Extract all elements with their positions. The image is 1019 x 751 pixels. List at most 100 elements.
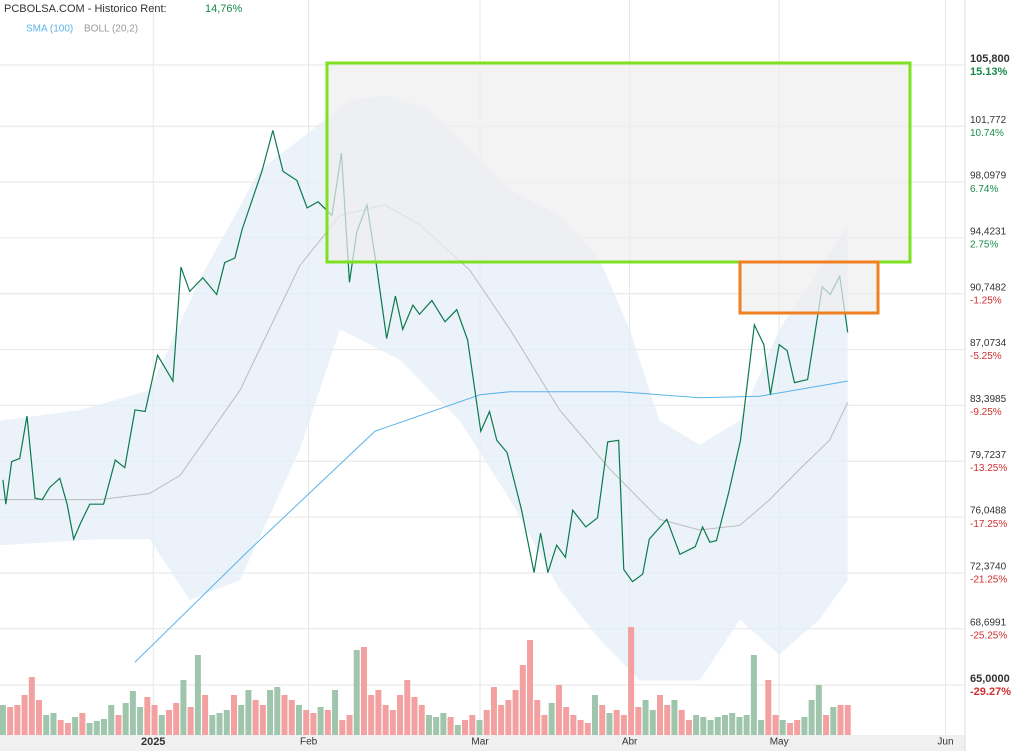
- volume-bar: [620, 715, 627, 735]
- volume-bar: [158, 715, 165, 735]
- volume-bar: [216, 713, 223, 735]
- volume-bar: [570, 715, 577, 735]
- volume-bar: [505, 700, 512, 735]
- volume-bar: [483, 710, 490, 735]
- volume-bar: [332, 690, 339, 735]
- volume-bar: [50, 713, 57, 735]
- y-tick-label: 76,0488: [970, 506, 1007, 517]
- volume-bar: [577, 720, 584, 735]
- volume-bar: [837, 705, 844, 735]
- volume-bar: [736, 717, 743, 735]
- volume-bar: [743, 715, 750, 735]
- volume-bar: [635, 707, 642, 735]
- y2-tick-label: -5.25%: [970, 351, 1002, 362]
- volume-bar: [43, 715, 50, 735]
- y-tick-label: 101,772: [970, 115, 1007, 126]
- volume-bar: [79, 713, 86, 735]
- volume-bar: [844, 705, 851, 735]
- volume-bar: [527, 640, 534, 735]
- volume-bar: [714, 717, 721, 735]
- volume-bar: [180, 680, 187, 735]
- volume-bar: [14, 705, 21, 735]
- bollinger-band: [0, 95, 848, 681]
- volume-bar: [592, 695, 599, 735]
- volume-bar: [599, 705, 606, 735]
- y2-tick-label: -29.27%: [970, 686, 1011, 698]
- volume-bar: [129, 691, 136, 735]
- y2-tick-label: 10.74%: [970, 128, 1004, 139]
- volume-bar: [794, 720, 801, 735]
- volume-bar: [685, 720, 692, 735]
- volume-bar: [339, 720, 346, 735]
- volume-bar: [512, 690, 519, 735]
- volume-bar: [462, 720, 469, 735]
- y-tick-label: 105,800: [970, 53, 1010, 65]
- x-tick-label: Abr: [622, 737, 638, 748]
- y2-tick-label: -1.25%: [970, 295, 1002, 306]
- y-tick-label: 98,0979: [970, 171, 1007, 182]
- volume-bar: [360, 647, 367, 735]
- y-tick-label: 83,3985: [970, 394, 1007, 405]
- volume-bar: [779, 720, 786, 735]
- y2-tick-label: 2.75%: [970, 240, 998, 251]
- y-tick-label: 87,0734: [970, 338, 1007, 349]
- volume-bar: [548, 703, 555, 735]
- volume-bar: [317, 707, 324, 735]
- volume-bar: [440, 713, 447, 735]
- y-tick-label: 79,7237: [970, 450, 1007, 461]
- lines: [0, 130, 849, 663]
- volume-bar: [238, 705, 245, 735]
- volume-bar: [346, 715, 353, 735]
- header-title: PCBOLSA.COM - Historico Rent:: [4, 3, 167, 15]
- volume-bar: [671, 700, 678, 735]
- volume-bar: [57, 720, 64, 735]
- volume-bar: [137, 707, 144, 735]
- volume-bar: [274, 687, 281, 735]
- volume-bar: [765, 680, 772, 735]
- volume-bar: [281, 695, 288, 735]
- volume-bar: [144, 697, 151, 735]
- volume: [0, 627, 851, 735]
- y2-tick-label: -21.25%: [970, 575, 1007, 586]
- volume-bar: [454, 725, 461, 735]
- bollinger-mid: [0, 204, 849, 531]
- x-tick-label: Mar: [471, 737, 489, 748]
- drawn-rectangle[interactable]: [325, 61, 912, 264]
- volume-bar: [830, 707, 837, 735]
- volume-bar: [606, 713, 613, 735]
- volume-bar: [397, 695, 404, 735]
- volume-bar: [310, 713, 317, 735]
- volume-bar: [656, 695, 663, 735]
- volume-bar: [389, 710, 396, 735]
- bollinger: [0, 95, 848, 681]
- drawn-rectangle[interactable]: [738, 260, 880, 315]
- y2-tick-label: -9.25%: [970, 407, 1002, 418]
- volume-bar: [375, 690, 382, 735]
- volume-bar: [151, 705, 158, 735]
- volume-bar: [115, 715, 122, 735]
- y2-tick-label: -17.25%: [970, 519, 1007, 530]
- y2-tick-label: 15.13%: [970, 66, 1008, 78]
- volume-bar: [534, 700, 541, 735]
- x-tick-label: Feb: [300, 737, 318, 748]
- volume-bar: [288, 700, 295, 735]
- volume-bar: [823, 715, 830, 735]
- volume-bar: [519, 665, 526, 735]
- y2-tick-label: 6.74%: [970, 184, 998, 195]
- volume-bar: [245, 690, 252, 735]
- y2-tick-label: -13.25%: [970, 463, 1007, 474]
- volume-bar: [101, 719, 108, 735]
- volume-bar: [563, 707, 570, 735]
- x-tick-label: May: [770, 737, 789, 748]
- volume-bar: [700, 717, 707, 735]
- volume-bar: [7, 707, 14, 735]
- volume-bar: [758, 720, 765, 735]
- volume-bar: [490, 687, 497, 735]
- axes: 105,800 101,772 98,0979 94,4231 90,7482 87,07…: [141, 53, 1011, 748]
- volume-bar: [173, 703, 180, 735]
- volume-bar: [324, 710, 331, 735]
- volume-bar: [165, 710, 172, 735]
- volume-bar: [267, 690, 274, 735]
- volume-bar: [649, 710, 656, 735]
